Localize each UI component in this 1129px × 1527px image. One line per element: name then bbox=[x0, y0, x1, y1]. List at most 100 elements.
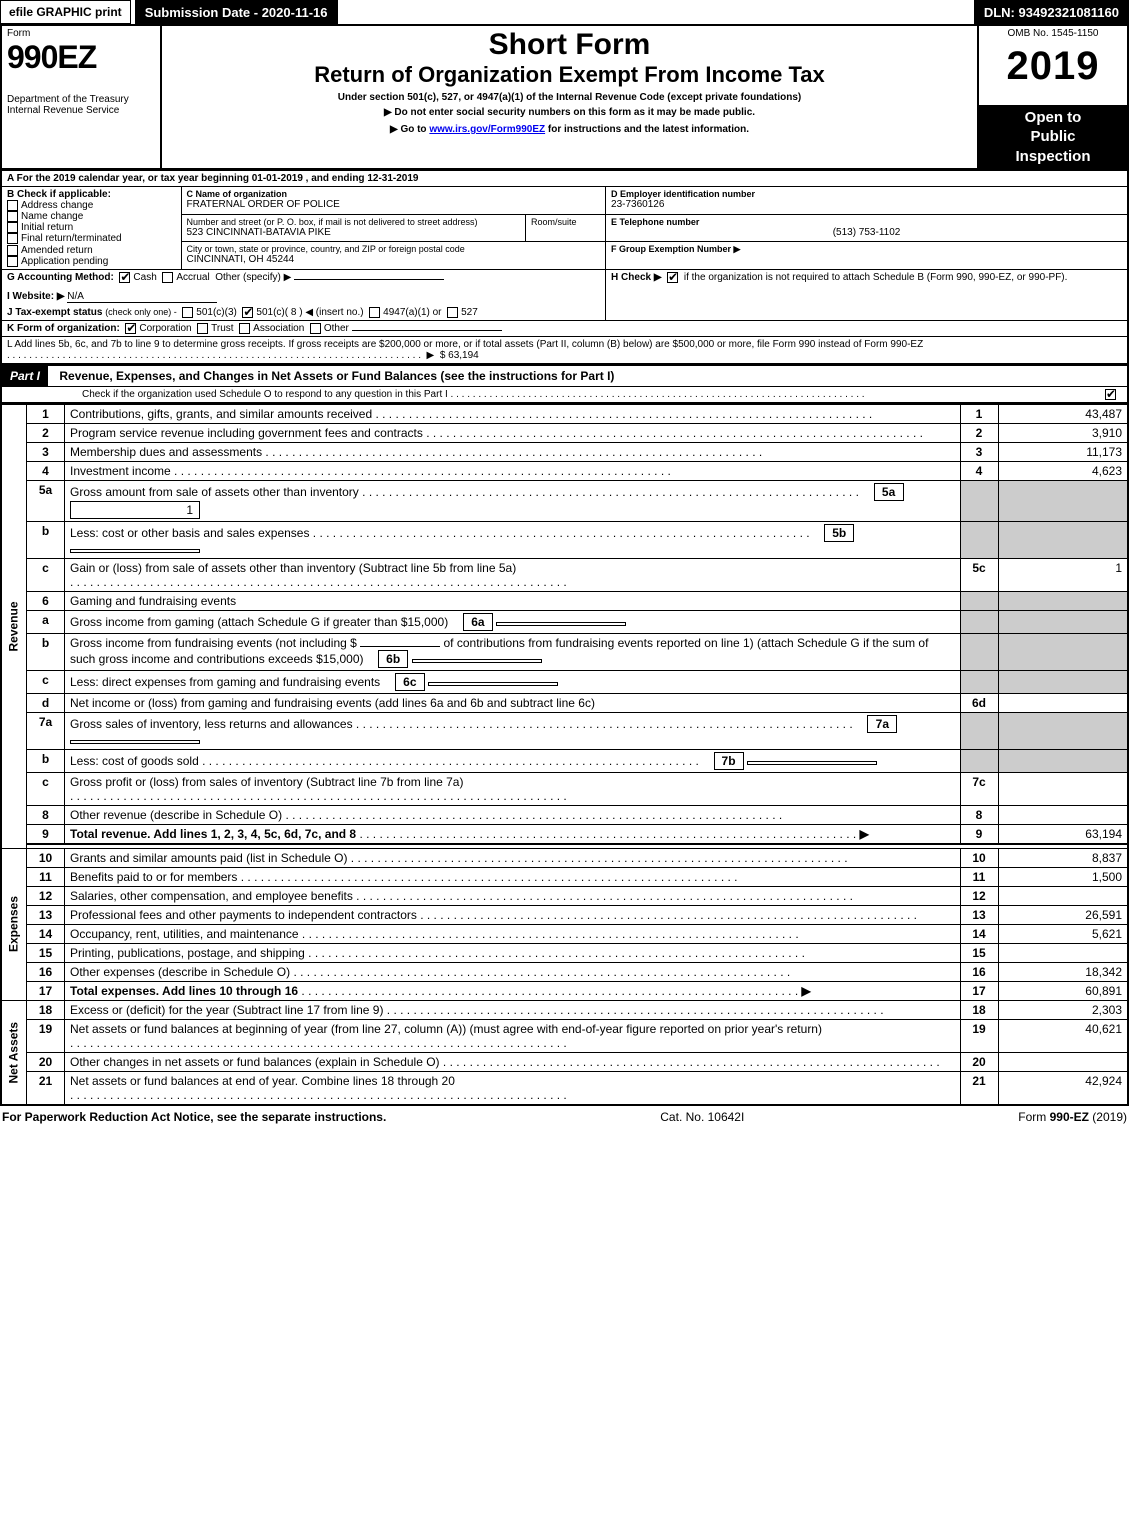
revenue-section-label: Revenue bbox=[1, 405, 27, 849]
l5a-box-value: 1 bbox=[70, 501, 200, 519]
line-5a: 5a Gross amount from sale of assets othe… bbox=[1, 481, 1128, 522]
line-i-label: I Website: ▶ bbox=[7, 291, 65, 302]
l15-num: 15 bbox=[27, 943, 65, 962]
cb-amended-return[interactable] bbox=[7, 245, 18, 256]
l6b-blank[interactable] bbox=[360, 646, 440, 647]
footer-right-bold: 990-EZ bbox=[1050, 1110, 1089, 1124]
l20-rnum: 20 bbox=[960, 1052, 998, 1071]
l17-amt: 60,891 bbox=[998, 981, 1128, 1000]
cb-501c[interactable] bbox=[242, 307, 253, 318]
l5c-desc: Gain or (loss) from sale of assets other… bbox=[70, 561, 516, 575]
l12-num: 12 bbox=[27, 886, 65, 905]
cb-application-pending[interactable] bbox=[7, 256, 18, 267]
l6c-num: c bbox=[27, 671, 65, 694]
lines-table: Revenue 1 Contributions, gifts, grants, … bbox=[0, 404, 1129, 1106]
l16-num: 16 bbox=[27, 962, 65, 981]
l6c-box-value bbox=[428, 682, 558, 686]
l1-amt: 43,487 bbox=[998, 405, 1128, 424]
l2-num: 2 bbox=[27, 424, 65, 443]
line-l-text: L Add lines 5b, 6c, and 7b to line 9 to … bbox=[7, 339, 923, 350]
l14-num: 14 bbox=[27, 924, 65, 943]
l7a-desc: Gross sales of inventory, less returns a… bbox=[70, 717, 353, 731]
l6a-box-value bbox=[496, 622, 626, 626]
part1-check-row: Check if the organization used Schedule … bbox=[82, 389, 448, 400]
l7a-shade2 bbox=[998, 713, 1128, 750]
l17-arrow: ▶ bbox=[802, 984, 811, 998]
line-20: 20 Other changes in net assets or fund b… bbox=[1, 1052, 1128, 1071]
cb-association[interactable] bbox=[239, 323, 250, 334]
cb-4947[interactable] bbox=[369, 307, 380, 318]
box-b-label: B Check if applicable: bbox=[7, 189, 176, 200]
inspection: Inspection bbox=[984, 147, 1122, 167]
line-17: 17 Total expenses. Add lines 10 through … bbox=[1, 981, 1128, 1000]
irs-label: Internal Revenue Service bbox=[7, 105, 155, 116]
cb-trust[interactable] bbox=[197, 323, 208, 334]
l4-amt: 4,623 bbox=[998, 462, 1128, 481]
form-header-table: Form 990EZ Department of the Treasury In… bbox=[0, 24, 1129, 170]
l5c-amt: 1 bbox=[998, 559, 1128, 592]
l5a-desc: Gross amount from sale of assets other t… bbox=[70, 485, 359, 499]
dln-label: DLN: 93492321081160 bbox=[974, 0, 1129, 24]
entity-block: A For the 2019 calendar year, or tax yea… bbox=[0, 170, 1129, 365]
l10-num: 10 bbox=[27, 848, 65, 867]
l8-desc: Other revenue (describe in Schedule O) bbox=[70, 808, 282, 822]
cb-schedule-o-used[interactable] bbox=[1105, 389, 1116, 400]
cb-accrual[interactable] bbox=[162, 272, 173, 283]
l6c-shade1 bbox=[960, 671, 998, 694]
l12-amt bbox=[998, 886, 1128, 905]
l6d-num: d bbox=[27, 694, 65, 713]
l6c-box-label: 6c bbox=[395, 673, 425, 691]
l3-num: 3 bbox=[27, 443, 65, 462]
l6b-desc1: Gross income from fundraising events (no… bbox=[70, 636, 357, 650]
cb-corporation[interactable] bbox=[125, 323, 136, 334]
line-15: 15 Printing, publications, postage, and … bbox=[1, 943, 1128, 962]
l6c-shade2 bbox=[998, 671, 1128, 694]
l15-desc: Printing, publications, postage, and shi… bbox=[70, 946, 305, 960]
l17-rnum: 17 bbox=[960, 981, 998, 1000]
footer-mid: Cat. No. 10642I bbox=[660, 1110, 744, 1124]
l7b-box-label: 7b bbox=[714, 752, 744, 770]
l8-rnum: 8 bbox=[960, 806, 998, 825]
cb-address-change[interactable] bbox=[7, 200, 18, 211]
lbl-501c: 501(c)( 8 ) ◀ (insert no.) bbox=[256, 307, 363, 318]
line-5c: c Gain or (loss) from sale of assets oth… bbox=[1, 559, 1128, 592]
l7b-desc: Less: cost of goods sold bbox=[70, 754, 199, 768]
cb-initial-return[interactable] bbox=[7, 222, 18, 233]
lbl-other-org: Other bbox=[324, 323, 349, 334]
l5b-box-label: 5b bbox=[824, 524, 854, 542]
cb-527[interactable] bbox=[447, 307, 458, 318]
l12-rnum: 12 bbox=[960, 886, 998, 905]
cb-schedule-b-not-required[interactable] bbox=[667, 272, 678, 283]
other-org-input[interactable] bbox=[352, 330, 502, 331]
line-9: 9 Total revenue. Add lines 1, 2, 3, 4, 5… bbox=[1, 825, 1128, 845]
lbl-accrual: Accrual bbox=[176, 272, 209, 283]
line-j-label: J Tax-exempt status bbox=[7, 307, 102, 318]
period-row: A For the 2019 calendar year, or tax yea… bbox=[1, 171, 1128, 187]
line-8: 8 Other revenue (describe in Schedule O)… bbox=[1, 806, 1128, 825]
l15-amt bbox=[998, 943, 1128, 962]
cb-501c3[interactable] bbox=[182, 307, 193, 318]
irs-link[interactable]: www.irs.gov/Form990EZ bbox=[429, 124, 545, 135]
street-value: 523 CINCINNATI-BATAVIA PIKE bbox=[187, 227, 521, 238]
efile-print-button[interactable]: efile GRAPHIC print bbox=[0, 0, 131, 24]
cb-cash[interactable] bbox=[119, 272, 130, 283]
open-to: Open to bbox=[984, 108, 1122, 128]
lbl-527: 527 bbox=[461, 307, 478, 318]
goto-post: for instructions and the latest informat… bbox=[545, 124, 749, 135]
l17-num: 17 bbox=[27, 981, 65, 1000]
cb-other-org[interactable] bbox=[310, 323, 321, 334]
other-method-input[interactable] bbox=[294, 279, 444, 280]
l11-num: 11 bbox=[27, 867, 65, 886]
cb-final-return[interactable] bbox=[7, 233, 18, 244]
l6c-desc: Less: direct expenses from gaming and fu… bbox=[70, 675, 380, 689]
cb-name-change[interactable] bbox=[7, 211, 18, 222]
lbl-application-pending: Application pending bbox=[21, 256, 108, 267]
l6-num: 6 bbox=[27, 592, 65, 611]
l5b-shade2 bbox=[998, 522, 1128, 559]
ein-value: 23-7360126 bbox=[611, 199, 1122, 210]
l6a-shade1 bbox=[960, 611, 998, 634]
l7c-desc: Gross profit or (loss) from sales of inv… bbox=[70, 775, 463, 789]
submission-date-button[interactable]: Submission Date - 2020-11-16 bbox=[135, 0, 338, 24]
l5c-rnum: 5c bbox=[960, 559, 998, 592]
lbl-trust: Trust bbox=[211, 323, 233, 334]
